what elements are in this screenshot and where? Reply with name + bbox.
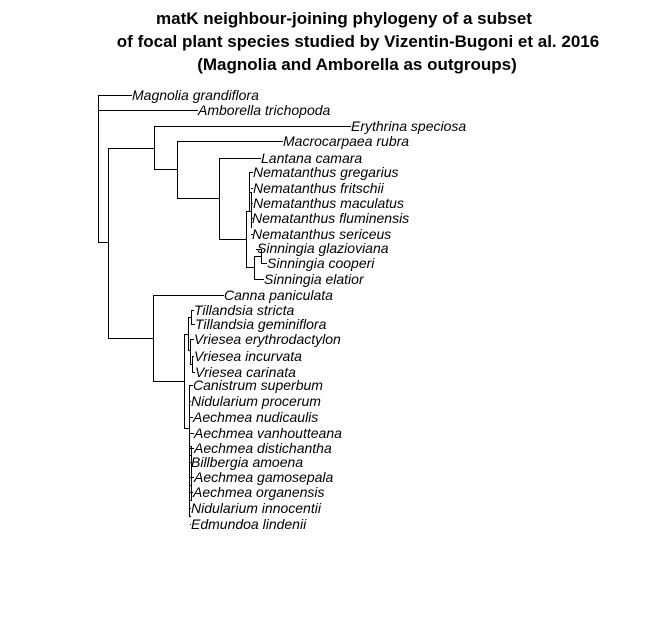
tip-label: Vriesea incurvata [194,348,302,364]
tip-label: Sinningia elatior [264,271,365,287]
title-line-1: matK neighbour-joining phylogeny of a su… [156,9,532,28]
tip-label: Edmundoa lindenii [191,516,307,532]
tip-label: Aechmea organensis [192,484,325,500]
tip-label: Aechmea gamosepala [193,469,334,485]
tip-label: Aechmea nudicaulis [192,409,318,425]
tip-label: Vriesea erythrodactylon [194,331,341,347]
tip-label: Erythrina speciosa [351,118,466,134]
tip-label: Canistrum superbum [193,377,323,393]
tip-label: Vriesea carinata [195,364,296,380]
title-line-3: (Magnolia and Amborella as outgroups) [197,55,517,74]
tip-label: Nematanthus fritschii [253,180,385,196]
tip-label: Nematanthus gregarius [253,164,399,180]
tip-label: Nidularium procerum [191,393,321,409]
tip-label: Tillandsia stricta [194,302,294,318]
tip-label: Nidularium innocentii [191,500,322,516]
tip-label: Canna paniculata [224,287,333,303]
tip-label: Aechmea distichantha [193,440,332,456]
tip-label: Macrocarpaea rubra [283,133,409,149]
figure-title: matK neighbour-joining phylogeny of a su… [117,9,599,74]
tip-label: Nematanthus sericeus [252,226,391,242]
tip-label: Nematanthus maculatus [253,195,404,211]
tip-label: Tillandsia geminiflora [195,316,327,332]
title-line-2: of focal plant species studied by Vizent… [117,32,599,51]
tip-label: Sinningia glazioviana [257,240,389,256]
tip-label: Nematanthus fluminensis [252,210,409,226]
tip-label: Magnolia grandiflora [132,87,259,103]
tip-label: Aechmea vanhoutteana [193,425,342,441]
tree-branches [98,95,351,525]
tip-label: Sinningia cooperi [267,255,375,271]
tip-label: Billbergia amoena [191,454,303,470]
tip-label: Lantana camara [261,150,362,166]
tip-label: Amborella trichopoda [197,102,331,118]
